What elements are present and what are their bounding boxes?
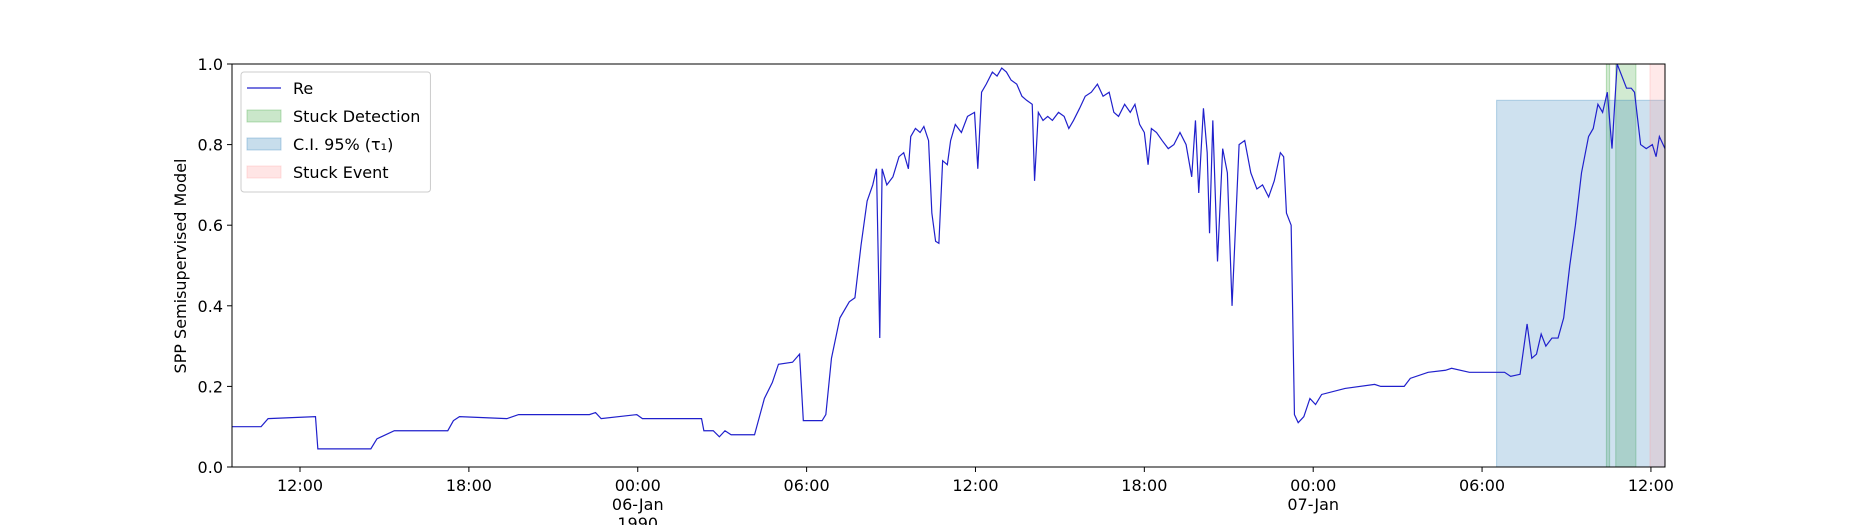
x-tick-label: 00:00 07-Jan	[1287, 476, 1339, 514]
x-tick-label-line: 00:00	[615, 476, 661, 495]
legend-label: Stuck Detection	[293, 107, 420, 126]
span	[1649, 63, 1666, 468]
y-tick-label: 0.0	[198, 458, 223, 477]
y-tick-label: 0.2	[198, 377, 223, 396]
y-tick-label: 0.8	[198, 136, 223, 155]
x-tick-label-line: 00:00	[1290, 476, 1336, 495]
y-axis-label: SPP Semisupervised Model	[171, 159, 190, 374]
x-tick-label-line: 1990	[617, 514, 658, 525]
x-tick-label-line: 12:00	[952, 476, 998, 495]
x-tick-label-line: 12:00	[277, 476, 323, 495]
legend-swatch	[246, 165, 282, 179]
line	[232, 63, 1666, 450]
legend-label: Stuck Event	[293, 163, 389, 182]
x-tick-label: 00:00 06-Jan 1990	[612, 476, 664, 525]
legend	[240, 71, 431, 193]
legend-label: C.I. 95% (τ₁)	[293, 135, 393, 154]
x-tick-label: 06:00	[784, 476, 830, 495]
x-tick-label: 06:00	[1459, 476, 1505, 495]
x-tick-label-line: 18:00	[446, 476, 492, 495]
span	[1496, 99, 1666, 468]
x-tick-label: 12:00	[952, 476, 998, 495]
x-tick-label: 18:00	[1121, 476, 1167, 495]
x-tick-label-line: 18:00	[1121, 476, 1167, 495]
x-tick-label-line: 07-Jan	[1287, 495, 1339, 514]
x-tick-label: 12:00	[277, 476, 323, 495]
y-tick-label: 0.6	[198, 216, 223, 235]
plot-frame	[231, 63, 1666, 468]
x-tick-label-line: 06:00	[1459, 476, 1505, 495]
legend-swatch	[246, 137, 282, 151]
legend-swatch	[246, 109, 282, 123]
x-tick-label: 18:00	[446, 476, 492, 495]
x-tick-label-line: 06-Jan	[612, 495, 664, 514]
y-tick-label: 0.4	[198, 297, 223, 316]
x-tick-label: 12:00	[1628, 476, 1674, 495]
y-tick-label: 1.0	[198, 55, 223, 74]
legend-label: Re	[293, 79, 313, 98]
x-tick-label-line: 12:00	[1628, 476, 1674, 495]
x-tick-label-line: 06:00	[784, 476, 830, 495]
